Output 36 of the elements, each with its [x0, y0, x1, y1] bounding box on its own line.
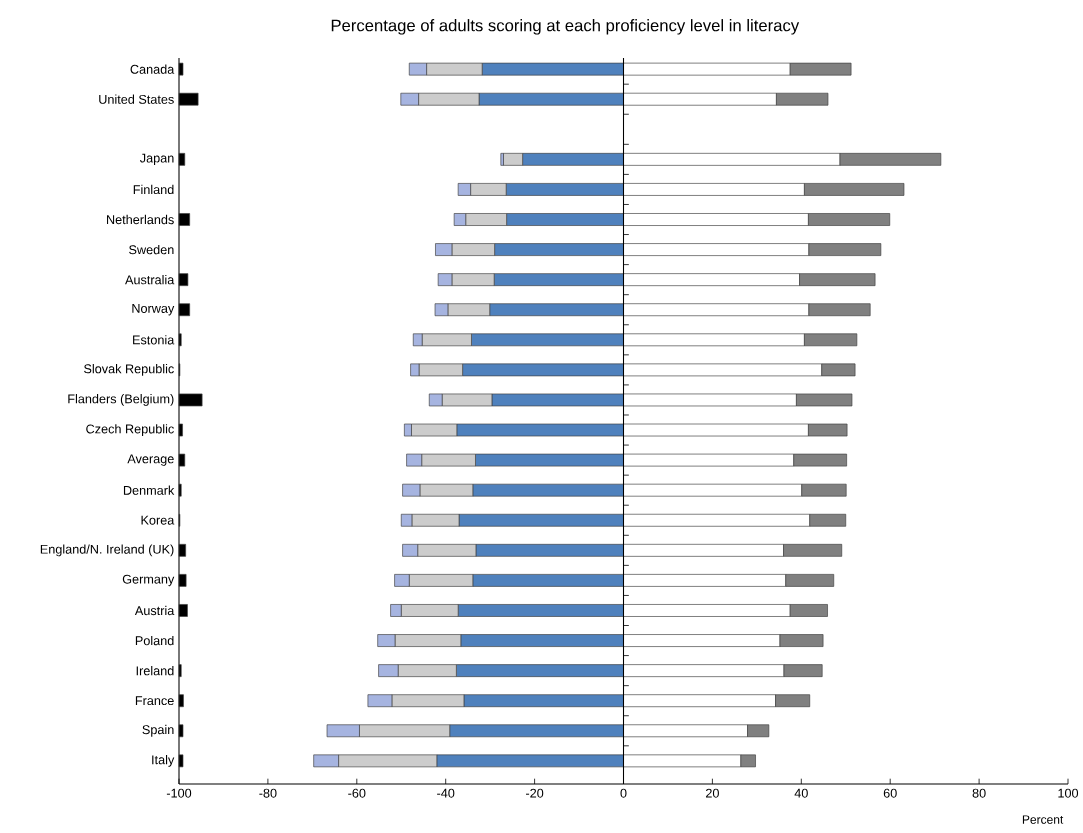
y-tick-label: United States — [99, 94, 174, 104]
x-tick-label: 100 — [1058, 788, 1079, 798]
x-tick-label: 80 — [972, 788, 986, 798]
x-tick-label: -60 — [348, 788, 366, 798]
y-tick-label: Austria — [134, 605, 175, 616]
y-tick-label: Slovak Republic — [84, 363, 174, 376]
y-tick-label: Ireland — [136, 665, 174, 676]
x-tick-label: -100 — [166, 788, 192, 798]
y-tick-label: Norway — [132, 304, 175, 316]
y-tick-label: Australia — [125, 275, 175, 285]
x-tick-label: 20 — [705, 788, 719, 798]
x-tick-label: -80 — [259, 788, 277, 798]
y-tick-label: Denmark — [123, 485, 175, 495]
x-tick-label: -40 — [437, 788, 455, 798]
y-tick-label: Canada — [130, 64, 175, 74]
y-tick-label: Finland — [133, 184, 174, 195]
x-tick-label: 60 — [883, 788, 897, 798]
y-tick-label: France — [135, 696, 174, 706]
y-tick-label: Average — [127, 454, 174, 466]
y-tick-label: Flanders (Belgium) — [68, 394, 174, 406]
x-tick-label: 0 — [620, 788, 627, 798]
y-tick-label: Czech Republic — [86, 424, 174, 436]
x-tick-label: -20 — [526, 788, 544, 798]
y-tick-label: Netherlands — [107, 214, 174, 225]
y-tick-label: Korea — [141, 515, 175, 525]
y-tick-label: Japan — [139, 153, 174, 166]
x-axis-title: Percent — [1022, 815, 1064, 824]
y-tick-label: Germany — [122, 574, 175, 587]
y-tick-label: Poland — [135, 635, 174, 646]
y-tick-label: Italy — [152, 754, 175, 767]
chart-title: Percentage of adults scoring at each proficiency level in literacy — [331, 19, 800, 35]
y-tick-label: Spain — [142, 724, 174, 737]
y-tick-label: Estonia — [133, 335, 175, 345]
y-tick-label: Sweden — [129, 244, 174, 255]
x-tick-label: 40 — [794, 788, 808, 798]
y-tick-label: England/N. Ireland (UK) — [40, 544, 174, 557]
